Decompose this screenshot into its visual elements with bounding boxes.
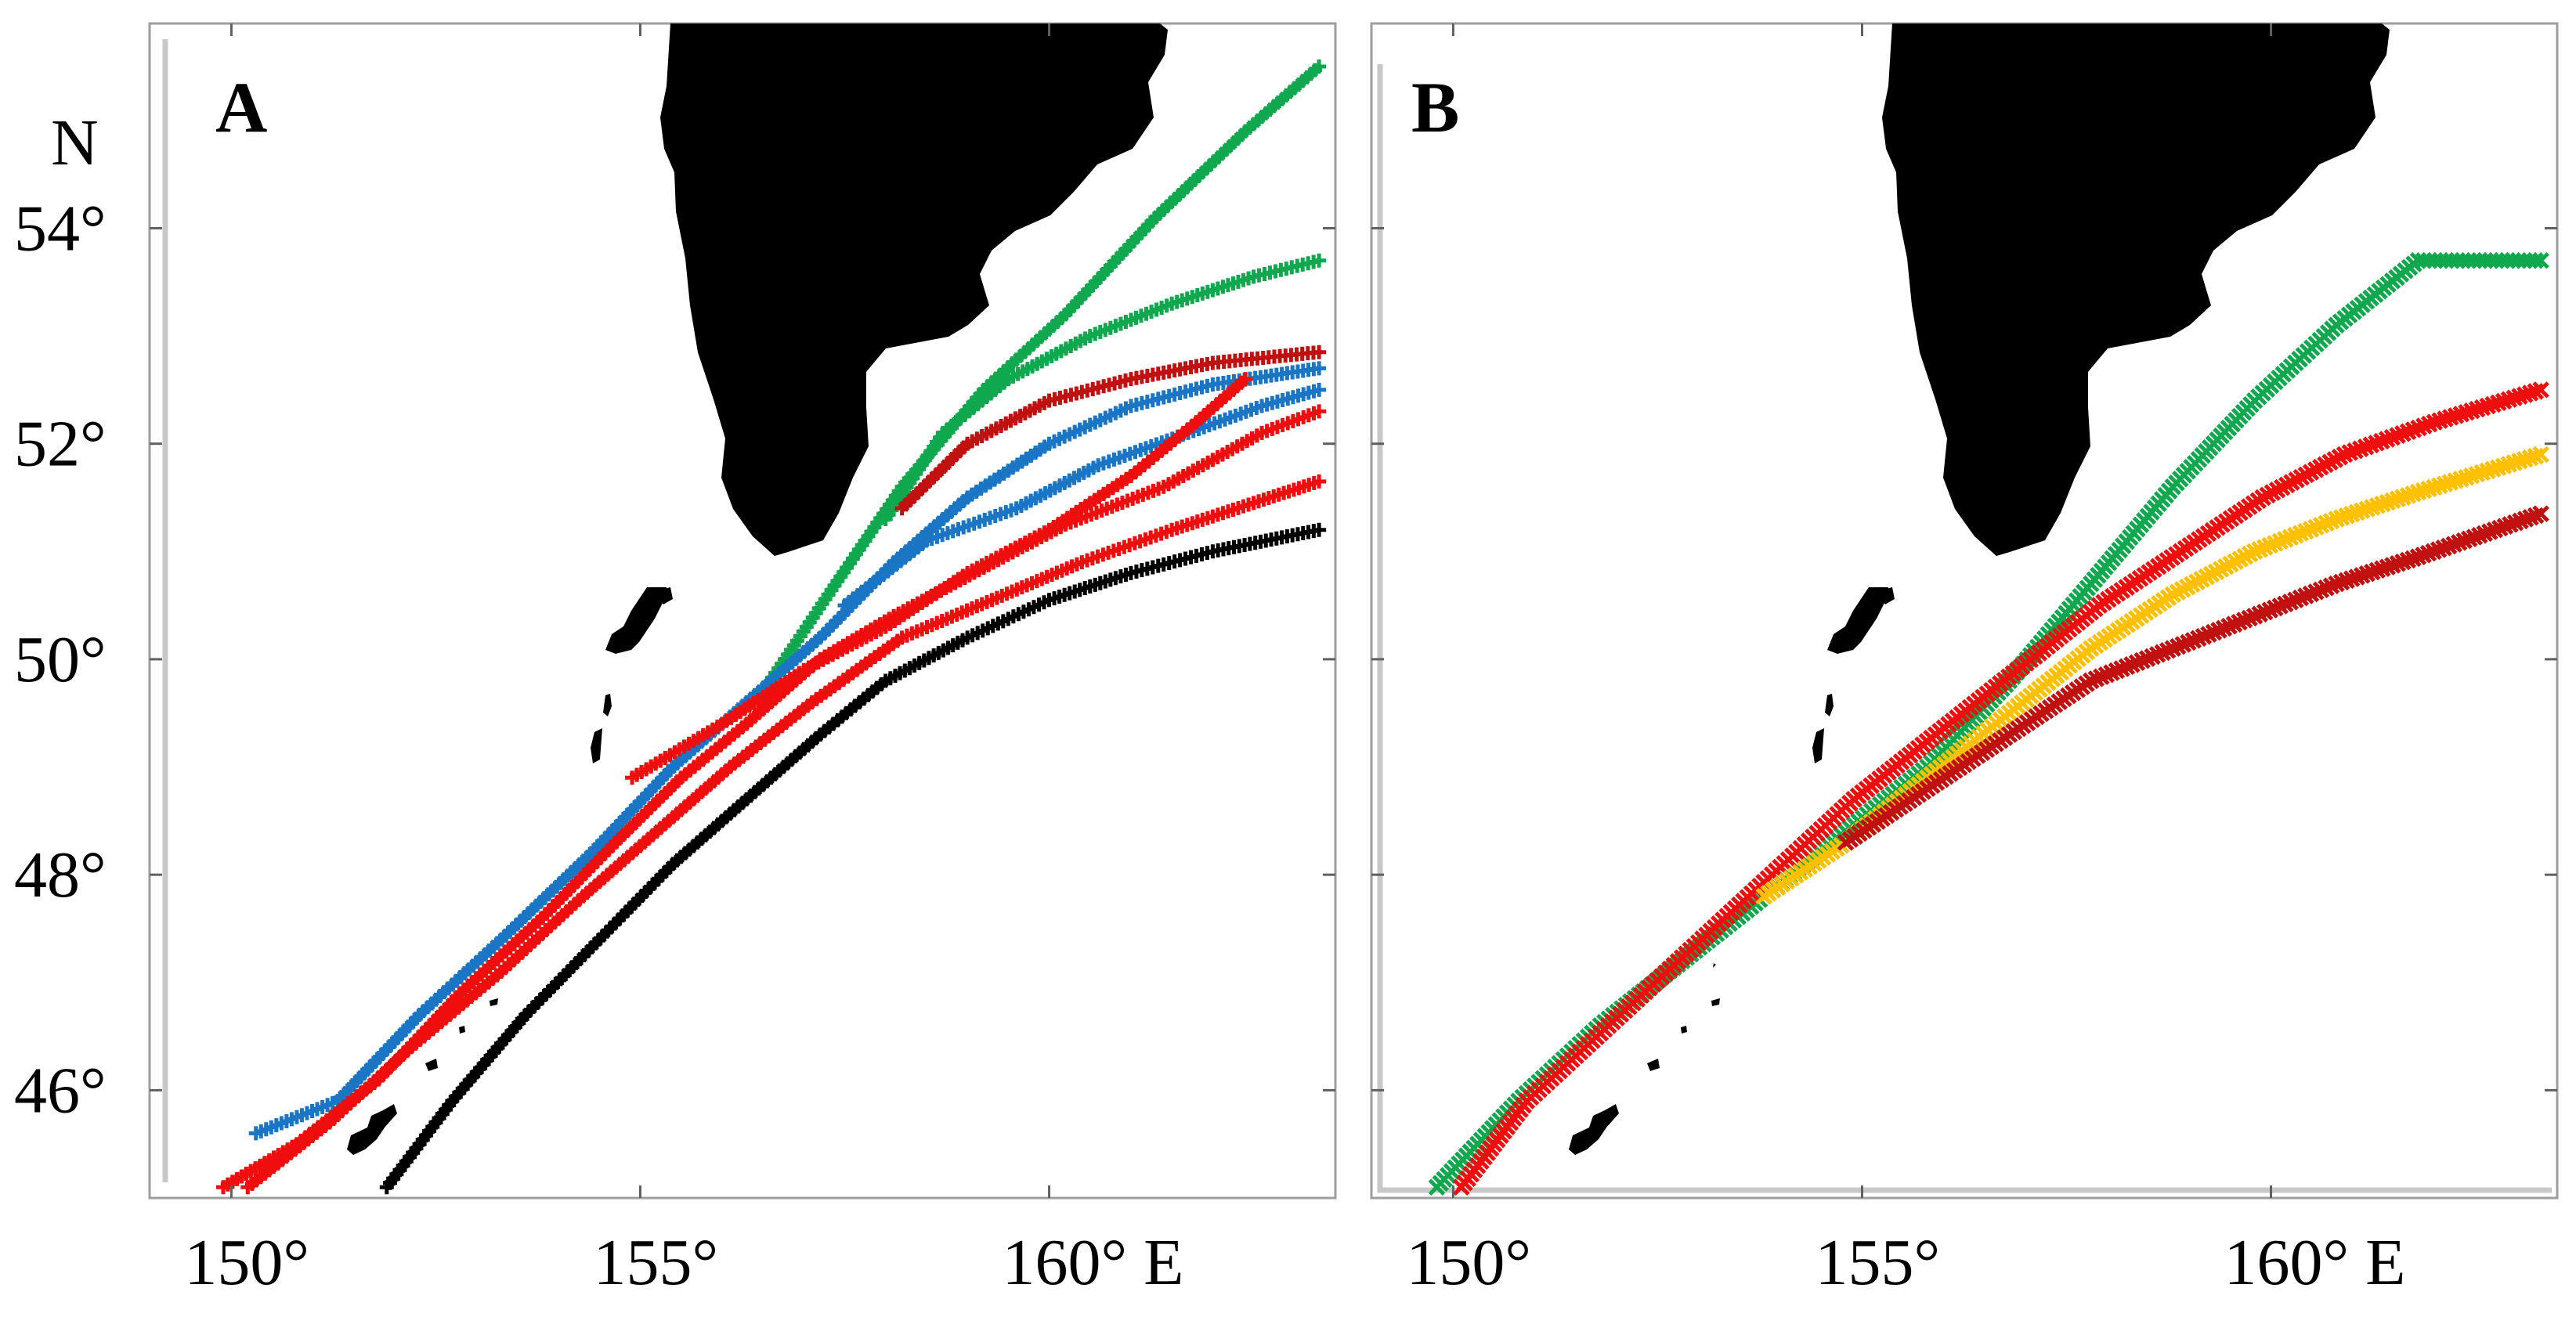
track-green-B — [1428, 251, 2549, 1196]
track-red-3 — [240, 474, 1327, 1195]
track-marker — [2532, 505, 2549, 522]
track-red-B — [1453, 381, 2549, 1196]
track-marker — [2532, 446, 2549, 464]
track-red-1 — [894, 345, 1327, 516]
hemisphere-label: N — [51, 106, 99, 179]
map-panel-b: 150° 155° 160° E B — [1370, 22, 2559, 1299]
panel-b-tracks — [1428, 251, 2549, 1196]
y-tick-label-48: 48° — [14, 839, 107, 911]
panel-b-inner-edge — [1377, 64, 2552, 1193]
y-tick-label-50: 50° — [14, 623, 107, 696]
track-marker — [2527, 251, 2544, 269]
track-green-2 — [878, 253, 1327, 527]
track-black-1 — [379, 522, 1327, 1195]
track-red-4 — [625, 372, 1253, 785]
track-marker — [1312, 522, 1327, 537]
panel-a-tracks — [215, 60, 1327, 1195]
track-marker — [1312, 474, 1327, 489]
track-marker — [2532, 381, 2549, 399]
y-tick-label-54: 54° — [14, 192, 107, 265]
x-tick-label-b-160: 160° E — [2224, 1226, 2406, 1299]
x-tick-label-b-155: 155° — [1815, 1226, 1940, 1299]
track-marker — [1312, 361, 1327, 376]
track-blue-1 — [248, 361, 1327, 1141]
track-marker — [2532, 251, 2549, 269]
x-tick-label-a-160: 160° E — [1003, 1226, 1184, 1299]
y-tick-label-52: 52° — [14, 408, 107, 481]
panel-a-axes: 150° 155° 160° E 46° 48° 50° 52° 54° — [14, 23, 1335, 1299]
panel-a-label: A — [215, 67, 267, 147]
x-tick-label-a-155: 155° — [593, 1226, 718, 1299]
track-marker — [1312, 60, 1327, 74]
x-tick-label-b-150: 150° — [1406, 1226, 1531, 1299]
x-tick-label-a-150: 150° — [184, 1226, 309, 1299]
track-marker — [1312, 253, 1327, 268]
panel-b-axes: 150° 155° 160° E — [1371, 23, 2557, 1299]
track-darkred-B — [1837, 505, 2549, 851]
track-marker — [1312, 404, 1327, 419]
track-blue-2 — [837, 382, 1327, 613]
map-panel-a: 150° 155° 160° E 46° 48° 50° 52° 54° A N — [14, 22, 1337, 1299]
y-tick-label-46: 46° — [14, 1054, 107, 1127]
track-marker — [1312, 345, 1327, 359]
track-marker — [1238, 372, 1253, 387]
track-marker — [1312, 382, 1327, 397]
panel-b-label: B — [1411, 67, 1459, 147]
